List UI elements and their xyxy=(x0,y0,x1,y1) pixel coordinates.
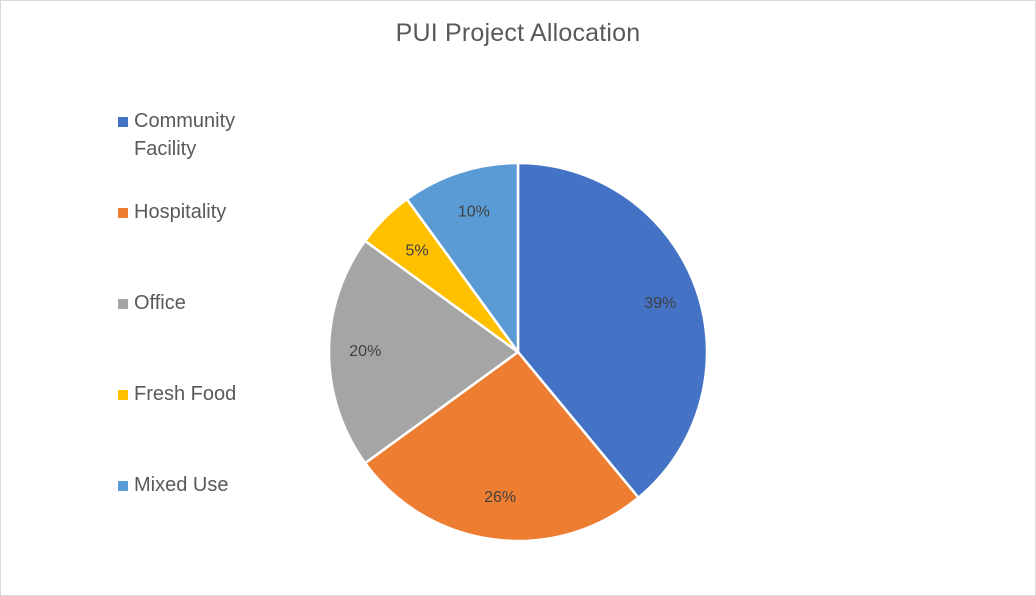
pie-slice-hospitality xyxy=(363,350,640,543)
legend-label: Mixed Use xyxy=(134,474,229,496)
pie-slice-office xyxy=(327,239,520,465)
chart-title: PUI Project Allocation xyxy=(395,19,641,47)
data-label-fresh-food: 5% xyxy=(406,242,429,259)
data-label-hospitality: 26% xyxy=(484,489,516,506)
data-label-office: 20% xyxy=(349,343,381,360)
data-label-community-facility: 39% xyxy=(644,295,676,312)
legend-label: Community Facility xyxy=(134,110,236,160)
legend-swatch-office xyxy=(118,299,128,309)
legend-swatch-fresh-food xyxy=(118,390,128,400)
legend-swatch-community-facility xyxy=(118,117,128,127)
legend-label: Office xyxy=(134,292,186,314)
legend-swatch-mixed-use xyxy=(118,481,128,491)
legend-label: Hospitality xyxy=(134,201,227,223)
pie-slice-community-facility xyxy=(516,161,709,499)
legend-swatch-hospitality xyxy=(118,208,128,218)
pie-slice-mixed-use xyxy=(405,161,520,354)
data-label-mixed-use: 10% xyxy=(458,204,490,221)
legend-label: Fresh Food xyxy=(134,383,237,405)
